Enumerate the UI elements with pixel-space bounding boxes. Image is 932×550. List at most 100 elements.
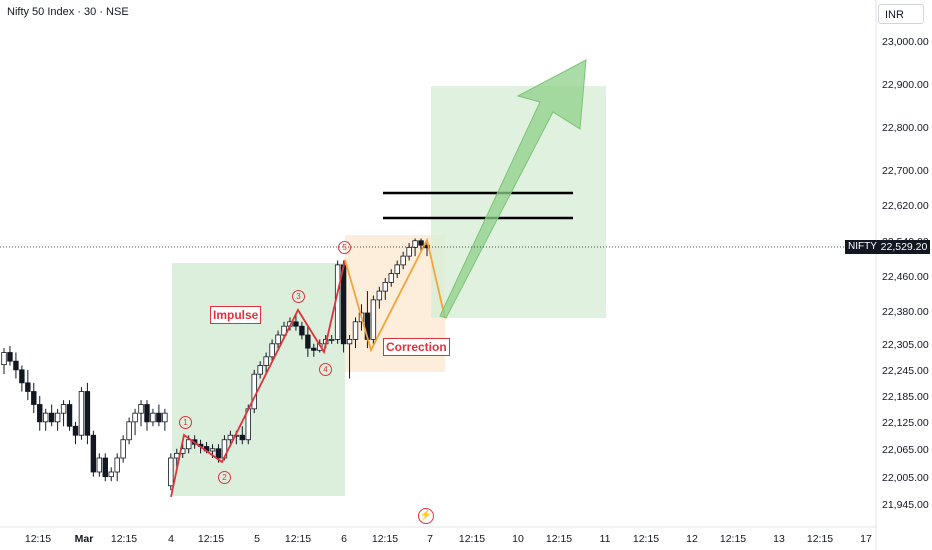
candle xyxy=(352,317,359,349)
candle xyxy=(102,453,108,482)
candle xyxy=(311,343,317,357)
candle xyxy=(43,408,49,431)
impulse-wave-line xyxy=(170,259,346,498)
time-tick-label: 12:15 xyxy=(632,533,660,545)
price-tick-label: 22,065.00 xyxy=(882,444,929,456)
candle xyxy=(162,408,168,431)
candle xyxy=(263,352,269,375)
correction-label[interactable]: Correction xyxy=(383,338,450,356)
price-tick-label: 22,185.00 xyxy=(882,391,929,403)
candle xyxy=(84,382,91,445)
candle xyxy=(78,387,85,440)
candle xyxy=(328,335,335,344)
candle xyxy=(370,295,377,344)
price-tick-label: 22,305.00 xyxy=(882,339,929,351)
annotation-boxes xyxy=(172,86,606,496)
candle xyxy=(412,238,418,257)
time-tick-label: 12:15 xyxy=(719,533,747,545)
candle xyxy=(120,435,126,463)
chart-title: Nifty 50 Index · 30 · NSE xyxy=(7,6,129,18)
time-tick-label: 4 xyxy=(168,533,174,545)
wave-lines xyxy=(170,237,446,498)
price-tick-label: 22,620.00 xyxy=(882,200,929,212)
wave-3-marker[interactable]: 3 xyxy=(292,290,305,303)
candle xyxy=(346,335,353,379)
bullish-arrow xyxy=(439,59,587,319)
time-tick-label: 12:15 xyxy=(284,533,312,545)
price-tick-label: 22,125.00 xyxy=(882,417,929,429)
candle xyxy=(126,417,132,445)
candle xyxy=(7,346,13,366)
candle xyxy=(150,408,156,427)
candle xyxy=(114,453,120,482)
candle xyxy=(90,430,97,477)
price-tick-label: 23,000.00 xyxy=(882,36,929,48)
currency-selector[interactable]: INR xyxy=(878,4,924,24)
candle xyxy=(299,321,305,340)
candle xyxy=(269,339,275,362)
time-tick-label: 10 xyxy=(512,533,524,545)
time-tick-label: 13 xyxy=(773,533,785,545)
candle xyxy=(406,243,412,261)
time-tick-label: 12:15 xyxy=(24,533,52,545)
candle xyxy=(19,365,25,392)
wave-1-marker[interactable]: 1 xyxy=(179,416,192,429)
candle xyxy=(400,251,406,270)
time-tick-label: 12:15 xyxy=(371,533,399,545)
time-tick-label: 12:15 xyxy=(806,533,834,545)
candle xyxy=(144,400,150,431)
candle xyxy=(31,382,37,414)
candle xyxy=(251,369,257,414)
candle xyxy=(25,369,31,401)
candle xyxy=(54,408,61,431)
candle xyxy=(108,467,114,482)
time-tick-label: 11 xyxy=(599,533,611,545)
correction-wave-line xyxy=(344,237,446,353)
candle xyxy=(168,453,174,491)
candle xyxy=(305,326,311,357)
target-arrow xyxy=(439,59,587,319)
time-tick-label: 7 xyxy=(427,533,433,545)
impulse-label[interactable]: Impulse xyxy=(210,306,262,324)
candle xyxy=(48,404,55,427)
time-tick-label: Mar xyxy=(74,533,94,545)
impulse-zone xyxy=(172,263,345,496)
candle xyxy=(37,395,43,431)
time-tick-label: 17 xyxy=(860,533,872,545)
resistance-lines xyxy=(383,191,573,220)
price-tick-label: 22,900.00 xyxy=(882,79,929,91)
candle xyxy=(138,400,144,427)
candle xyxy=(132,408,138,436)
candle xyxy=(72,421,79,445)
time-tick-label: 12:15 xyxy=(197,533,225,545)
candle xyxy=(418,238,424,252)
wave-2-marker[interactable]: 2 xyxy=(218,471,231,484)
time-tick-label: 12 xyxy=(686,533,698,545)
flash-icon[interactable]: ⚡ xyxy=(418,508,434,524)
price-tick-label: 22,800.00 xyxy=(882,122,929,134)
time-tick-label: 12:15 xyxy=(545,533,573,545)
price-tick-label: 22,380.00 xyxy=(882,306,929,318)
candle xyxy=(156,404,162,427)
candle xyxy=(227,430,234,445)
wave-4-marker[interactable]: 4 xyxy=(319,363,332,376)
candle xyxy=(376,286,383,309)
price-tick-label: 22,700.00 xyxy=(882,165,929,177)
price-tick-label: 22,005.00 xyxy=(882,472,929,484)
price-tick-label: 22,460.00 xyxy=(882,271,929,283)
candle xyxy=(66,400,73,431)
time-tick-label: 12:15 xyxy=(458,533,486,545)
price-tick-label: 22,245.00 xyxy=(882,365,929,377)
candle xyxy=(388,269,394,287)
time-tick-label: 5 xyxy=(254,533,260,545)
candle xyxy=(239,426,246,445)
candle xyxy=(382,278,388,300)
last-price-tag: 22,529.20 xyxy=(878,240,930,254)
candle xyxy=(60,400,67,427)
wave-5-marker[interactable]: 5 xyxy=(338,241,351,254)
time-tick-label: 6 xyxy=(341,533,347,545)
candle xyxy=(394,260,400,278)
candle xyxy=(257,361,263,379)
price-tick-label: 21,945.00 xyxy=(882,499,929,511)
